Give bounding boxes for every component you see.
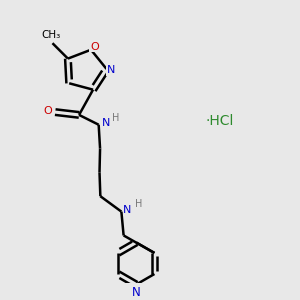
- Text: O: O: [90, 42, 99, 52]
- Text: N: N: [123, 205, 132, 215]
- Text: N: N: [132, 286, 141, 299]
- Text: N: N: [101, 118, 110, 128]
- Text: CH₃: CH₃: [41, 30, 61, 40]
- Text: ·HCl: ·HCl: [206, 113, 234, 128]
- Text: H: H: [135, 199, 142, 209]
- Text: O: O: [44, 106, 52, 116]
- Text: H: H: [112, 113, 120, 123]
- Text: N: N: [106, 65, 115, 75]
